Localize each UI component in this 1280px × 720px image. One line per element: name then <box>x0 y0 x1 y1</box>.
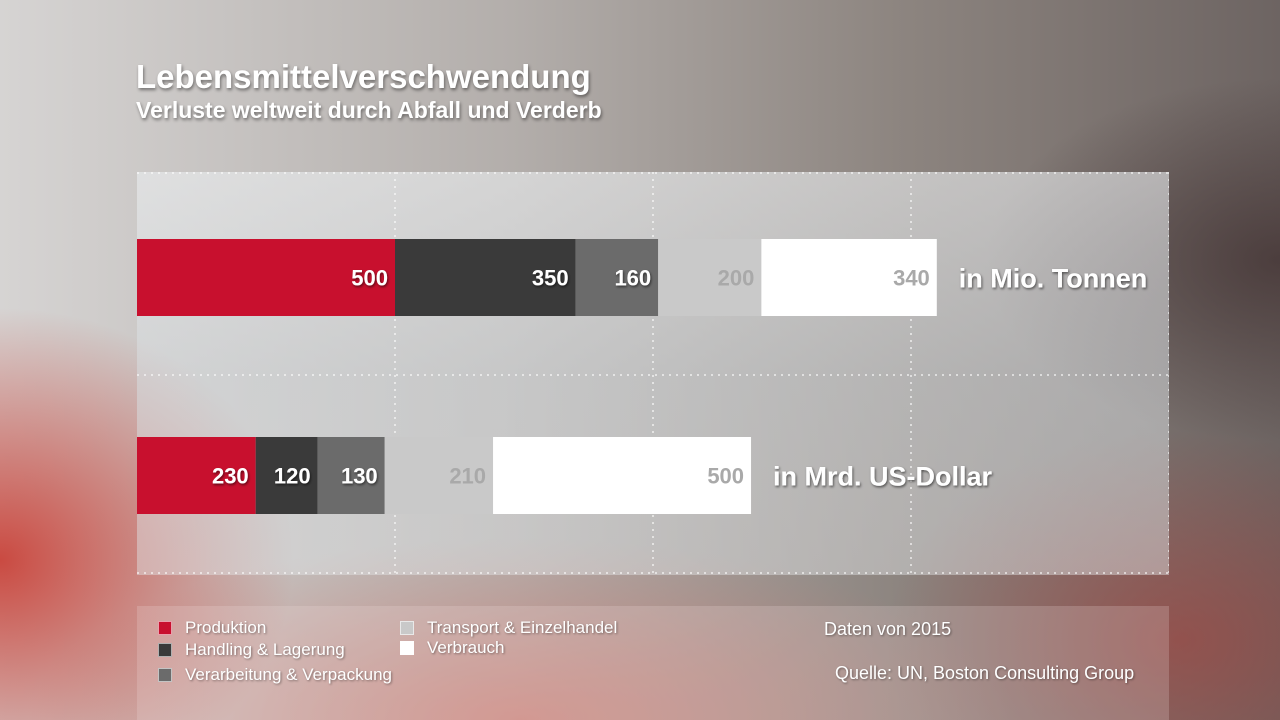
bar-value-label-1-4: 500 <box>707 464 744 489</box>
bar-segment-0-3 <box>658 239 762 316</box>
legend-item-transport: Transport & Einzelhandel <box>400 618 617 638</box>
legend-swatch-verarbeitung <box>158 668 172 682</box>
bar-value-label-1-0: 230 <box>212 464 249 489</box>
category-label-0: in Mio. Tonnen <box>959 264 1147 294</box>
legend-label-handling: Handling & Lagerung <box>185 640 345 659</box>
legend-item-verbrauch: Verbrauch <box>400 638 505 658</box>
bar-value-label-0-1: 350 <box>532 266 569 291</box>
bar-value-label-0-2: 160 <box>614 266 651 291</box>
legend-label-produktion: Produktion <box>185 618 267 637</box>
bar-value-label-0-3: 200 <box>718 266 755 291</box>
bar-segment-1-3 <box>384 437 494 514</box>
legend-swatch-verbrauch <box>400 641 414 655</box>
legend-swatch-produktion <box>158 621 172 635</box>
category-label-1: in Mrd. US-Dollar <box>773 462 992 492</box>
bar-segment-0-2 <box>575 239 659 316</box>
bar-segment-1-2 <box>317 437 385 514</box>
legend-item-produktion: Produktion <box>158 618 266 638</box>
bar-segment-1-4 <box>493 437 752 514</box>
legend-swatch-transport <box>400 621 414 635</box>
bar-segment-0-4 <box>761 239 937 316</box>
bar-value-label-0-4: 340 <box>893 266 930 291</box>
chart-panel: 500 350 160 200 340 in Mio. Tonnen 230 120 130 21… <box>137 172 1169 575</box>
chart-title: Lebensmittelverschwendung <box>136 58 591 95</box>
stacked-bar-chart: 500 350 160 200 340 in Mio. Tonnen 230 120 130 21… <box>137 172 1169 575</box>
legend-panel: Produktion Handling & Lagerung Verarbeit… <box>137 606 1169 720</box>
bar-segment-1-1 <box>255 437 318 514</box>
bar-value-label-1-3: 210 <box>449 464 486 489</box>
bar-segment-0-1 <box>395 239 576 316</box>
chart-subtitle: Verluste weltweit durch Abfall und Verde… <box>136 97 602 123</box>
date-note: Daten von 2015 <box>824 619 952 639</box>
legend-label-transport: Transport & Einzelhandel <box>427 618 618 637</box>
legend-label-verarbeitung: Verarbeitung & Verpackung <box>185 665 392 684</box>
legend-item-verarbeitung: Verarbeitung & Verpackung <box>158 665 392 685</box>
bar-segment-0-0 <box>137 239 395 316</box>
bar-value-label-1-1: 120 <box>274 464 311 489</box>
bar-value-label-0-0: 500 <box>351 266 388 291</box>
legend-swatch-handling <box>158 643 172 657</box>
bar-segment-1-0 <box>137 437 256 514</box>
legend-item-handling: Handling & Lagerung <box>158 640 345 660</box>
legend-label-verbrauch: Verbrauch <box>427 638 505 657</box>
source-note: Quelle: UN, Boston Consulting Group <box>835 663 1135 683</box>
bar-value-label-1-2: 130 <box>341 464 378 489</box>
